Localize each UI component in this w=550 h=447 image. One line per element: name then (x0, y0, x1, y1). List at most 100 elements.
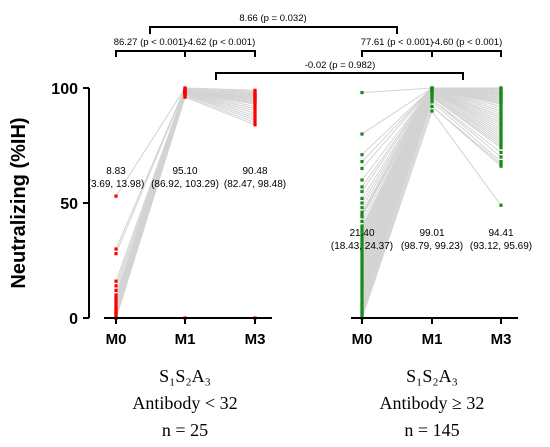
data-point-high-m0 (360, 311, 364, 315)
data-point-high-m3 (499, 111, 503, 115)
y-tick-label-0: 0 (69, 311, 78, 328)
data-point-high-m0 (360, 272, 364, 276)
data-point-low-m0 (114, 302, 118, 306)
connecting-line-high (431, 95, 502, 144)
connecting-line-high (431, 99, 502, 158)
data-point-high-m0 (360, 314, 364, 318)
data-point-low-m0 (114, 247, 118, 251)
comparison-low-m0-m1: 86.27 (p < 0.001) (114, 37, 187, 48)
data-point-high-m1 (430, 95, 434, 99)
data-point-high-m1 (430, 97, 434, 102)
data-point-low-m3 (253, 107, 257, 111)
connecting-line-high (431, 99, 502, 153)
connecting-lines (115, 87, 502, 319)
median-ci-high-m0: (18.43, 24.37) (331, 241, 393, 252)
data-point-high-m0 (360, 284, 364, 288)
median-ci-high-m1: (98.79, 99.23) (401, 241, 463, 252)
data-point-high-m0 (360, 206, 364, 210)
data-point-high-m0 (360, 231, 364, 235)
data-point-high-m0 (360, 304, 364, 309)
connecting-line-low (184, 92, 256, 112)
connecting-line-high (361, 87, 433, 135)
data-point-high-m0 (360, 229, 364, 233)
data-point-high-m0 (360, 256, 364, 260)
data-point-high-m0 (360, 215, 364, 219)
data-point-low-m3 (253, 114, 257, 118)
data-point-low-m0 (114, 309, 118, 313)
data-point-high-m3 (499, 137, 503, 141)
connecting-line-high (431, 106, 502, 167)
data-point-high-m3 (499, 109, 503, 113)
data-point-high-m0 (360, 252, 364, 256)
data-point-high-m0 (360, 201, 364, 205)
median-ci-low-m0: (3.69, 13.98) (88, 179, 145, 190)
connecting-line-low (184, 92, 256, 110)
comparison-high-m0-m1: 77.61 (p < 0.001) (361, 37, 434, 48)
data-point-high-m0 (360, 288, 364, 292)
connecting-line-high (431, 110, 502, 206)
group-n-high: n = 145 (404, 420, 459, 440)
connecting-line-high (361, 87, 433, 94)
data-point-low-m3 (253, 102, 257, 106)
connecting-line-low (115, 87, 186, 197)
data-point-high-m0 (360, 258, 364, 263)
connecting-line-low (184, 87, 256, 92)
data-point-high-m3 (499, 160, 503, 164)
connecting-line-high (361, 106, 433, 314)
connecting-line-low (184, 95, 256, 123)
x-tick-label-high-m1: M1 (422, 331, 443, 348)
data-point-high-m0 (360, 265, 364, 269)
connecting-line-high (431, 91, 502, 130)
connecting-line-high (361, 87, 433, 199)
data-point-high-m3 (499, 120, 503, 125)
data-point-low-m0 (114, 298, 118, 302)
bracket-high-m1-m3 (431, 50, 502, 57)
data-point-high-m0 (360, 196, 364, 200)
connecting-line-high (431, 101, 502, 162)
connecting-line-high (431, 90, 502, 119)
data-point-high-m3 (499, 102, 503, 106)
data-point-low-m3 (253, 120, 257, 125)
data-point-high-m3 (499, 104, 503, 108)
data-point-high-m0 (360, 91, 364, 95)
median-value-high-m3: 94.41 (488, 228, 513, 239)
comparison-m1-between-groups: -0.02 (p = 0.982) (305, 60, 376, 71)
connecting-line-high (361, 87, 433, 156)
median-value-high-m0: 21.40 (349, 228, 374, 239)
connecting-line-high (361, 101, 433, 309)
connecting-line-low (184, 96, 256, 126)
connecting-line-high (361, 87, 433, 169)
median-value-low-m0: 8.83 (106, 166, 126, 177)
group-title-low: S₁S₂A₃ (159, 366, 211, 386)
data-point-high-m0 (360, 247, 364, 251)
connecting-line-high (431, 94, 502, 142)
median-value-high-m1: 99.01 (419, 228, 444, 239)
group-condition-high: Antibody ≥ 32 (380, 393, 485, 413)
data-point-high-m0 (360, 210, 364, 214)
connecting-line-high (361, 110, 433, 319)
bracket-low-m1-m3 (184, 50, 256, 57)
data-point-high-m0 (360, 286, 364, 290)
data-point-high-m0 (360, 254, 364, 258)
data-point-high-m0 (360, 153, 364, 157)
x-ticks (115, 318, 502, 324)
data-point-high-m0 (360, 291, 364, 295)
data-point-high-m0 (360, 298, 364, 302)
connecting-line-low (184, 91, 256, 104)
data-point-high-m0 (360, 302, 364, 306)
connecting-line-high (431, 93, 502, 137)
data-point-low-m3 (253, 104, 257, 108)
connecting-line-high (361, 87, 433, 162)
data-point-high-m0 (360, 242, 364, 246)
data-point-high-m0 (360, 226, 364, 230)
data-point-high-m0 (360, 238, 364, 242)
median-value-low-m1: 95.10 (172, 166, 197, 177)
data-point-low-m0 (114, 252, 118, 256)
data-point-high-m0 (360, 309, 364, 313)
connecting-line-high (431, 89, 502, 112)
data-point-high-m3 (499, 139, 503, 143)
data-point-high-m3 (499, 130, 503, 134)
median-ci-low-m1: (86.92, 103.29) (151, 179, 219, 190)
x-tick-label-high-m3: M3 (491, 331, 512, 348)
data-point-high-m0 (360, 178, 364, 182)
